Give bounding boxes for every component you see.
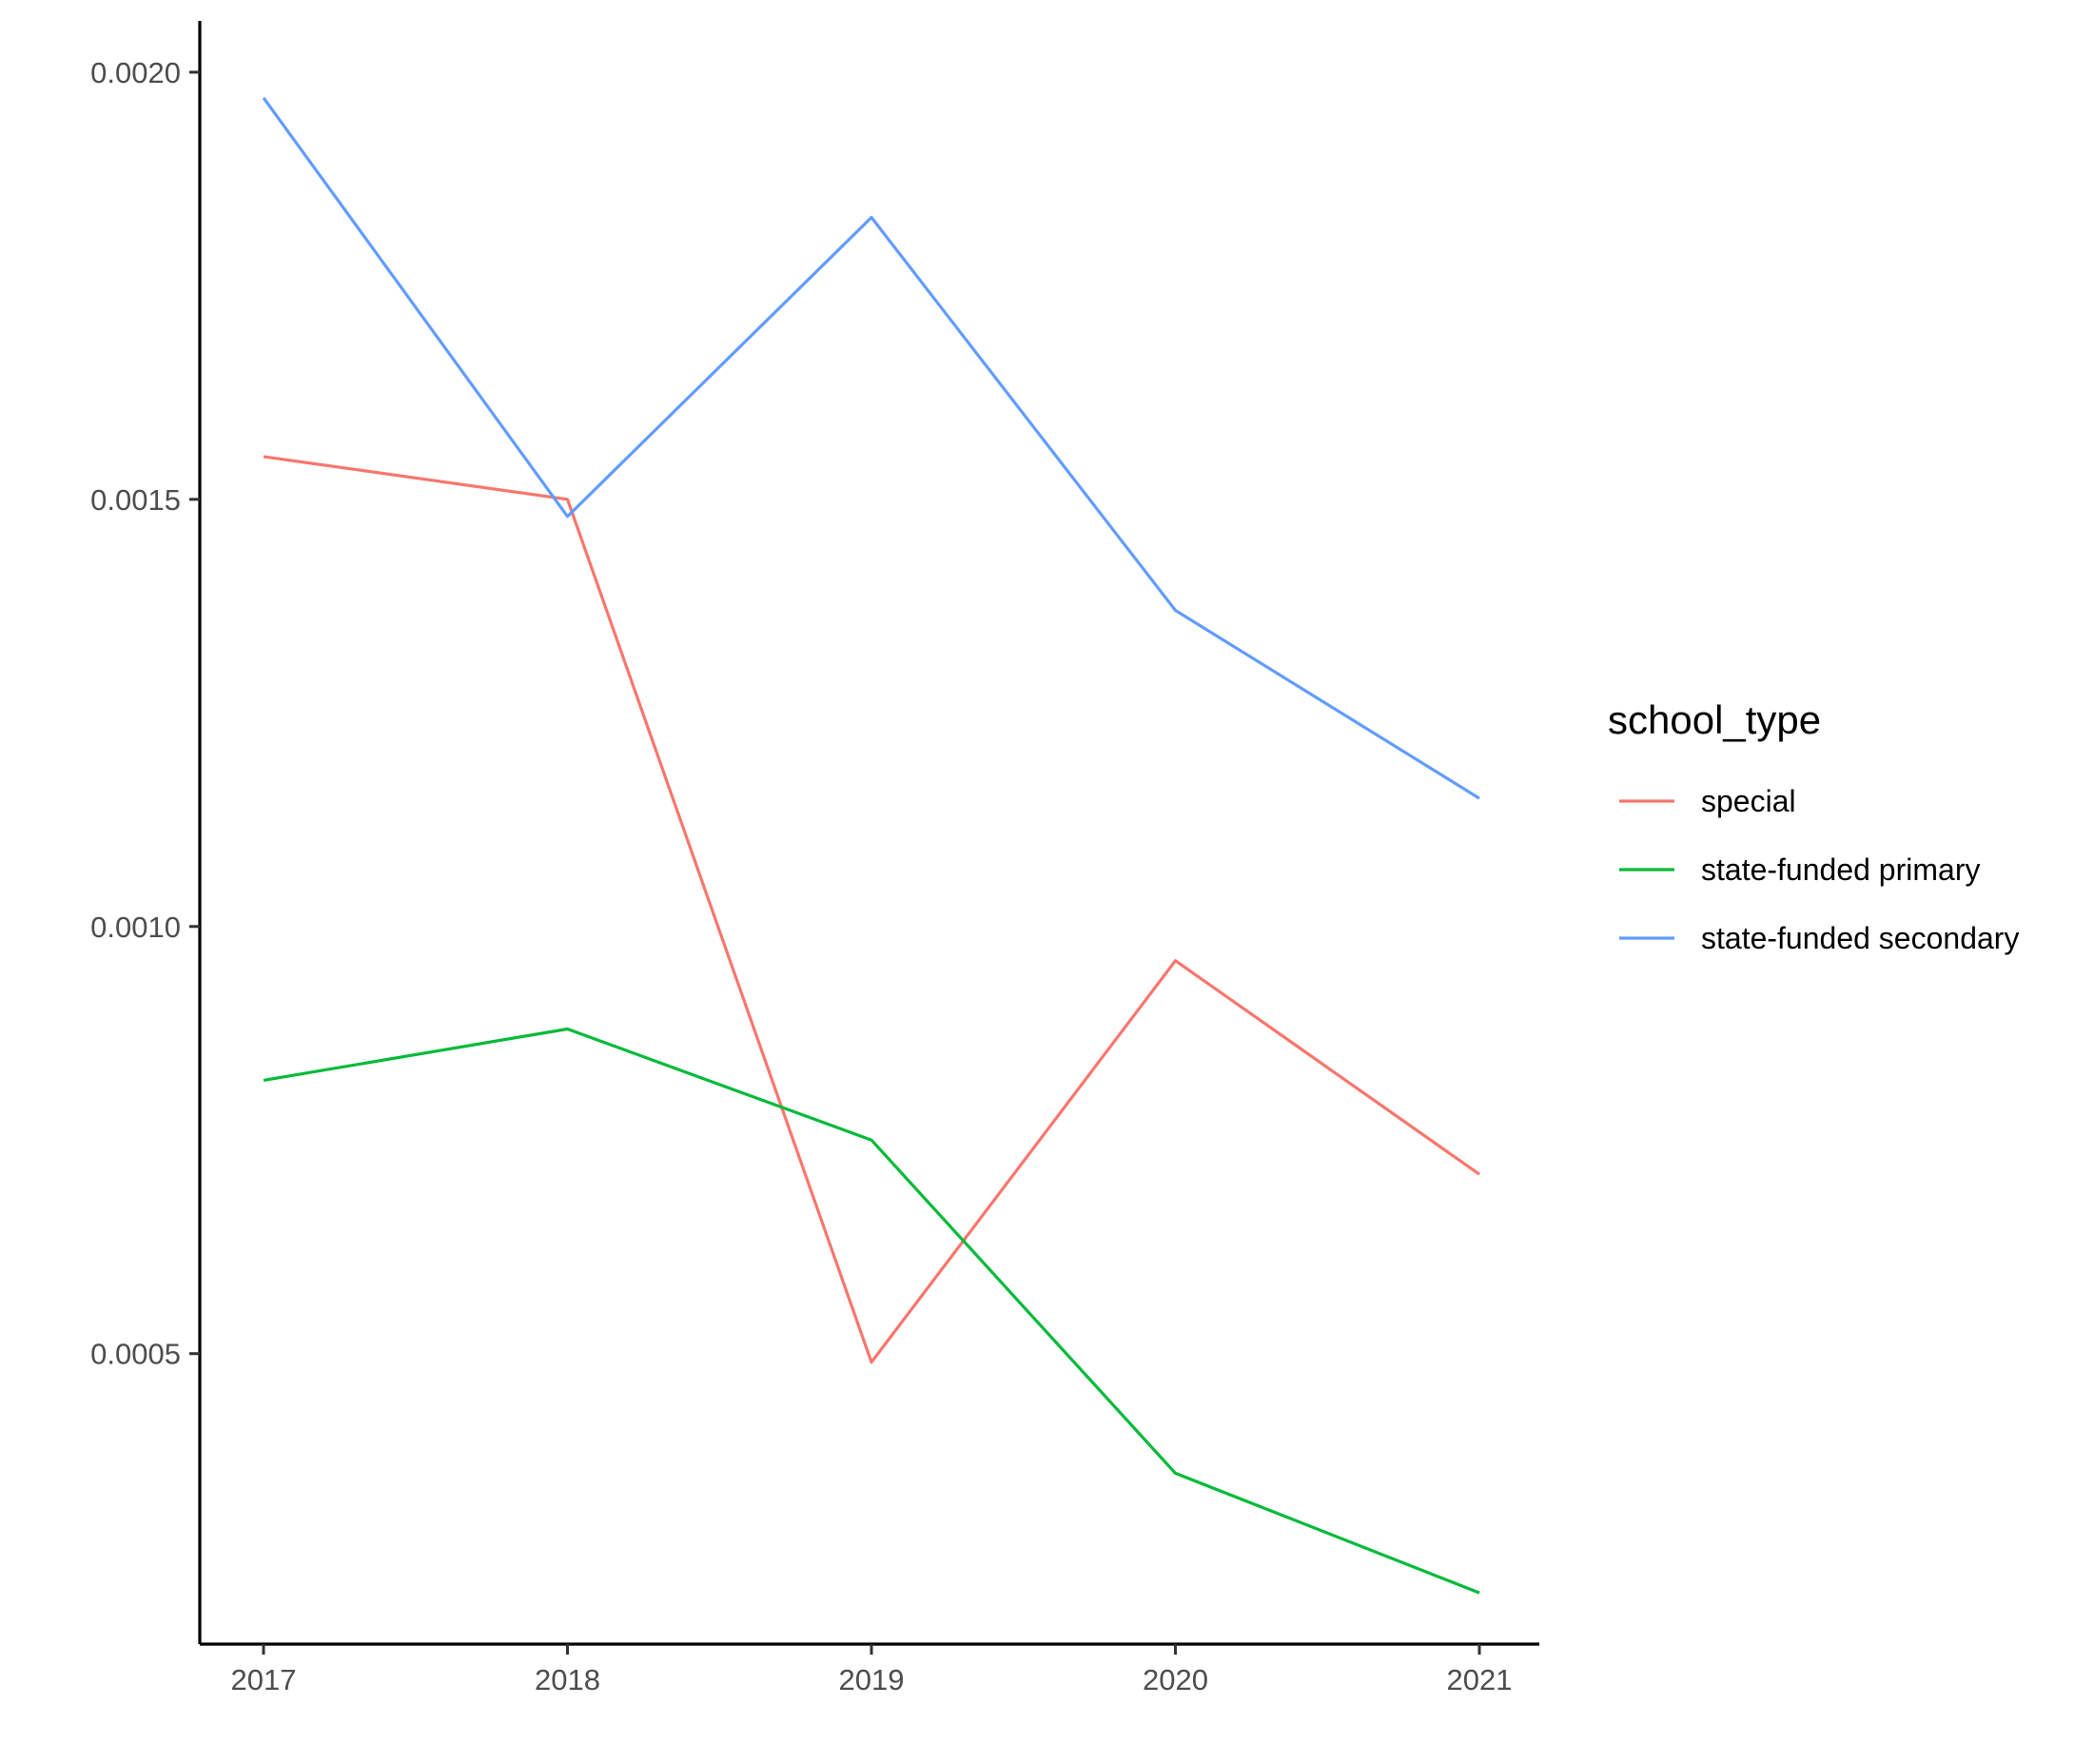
legend: school_type special state-funded primary s… (1608, 697, 2019, 955)
plot-area (262, 96, 1480, 1595)
y-tick-label: 0.0010 (90, 911, 181, 944)
legend-label: state-funded secondary (1701, 921, 2019, 955)
x-tick-label: 2020 (1143, 1663, 1208, 1696)
series-line-3 (262, 96, 1480, 800)
y-tick-label: 0.0005 (90, 1338, 181, 1371)
y-tick-label: 0.0020 (90, 56, 181, 89)
legend-label: special (1701, 784, 1796, 818)
axes: 0.0005 0.0010 0.0015 0.0020 2017 2018 2019 2020… (90, 21, 1539, 1696)
series-line-2 (263, 1027, 1480, 1595)
series-line-1 (263, 455, 1480, 1364)
x-tick-label: 2021 (1447, 1663, 1513, 1696)
x-tick-label: 2018 (535, 1663, 600, 1696)
x-tick-label: 2019 (839, 1663, 905, 1696)
x-tick-label: 2017 (231, 1663, 297, 1696)
legend-label: state-funded primary (1701, 853, 1980, 887)
y-tick-label: 0.0015 (90, 483, 181, 517)
legend-title: school_type (1608, 697, 1821, 742)
